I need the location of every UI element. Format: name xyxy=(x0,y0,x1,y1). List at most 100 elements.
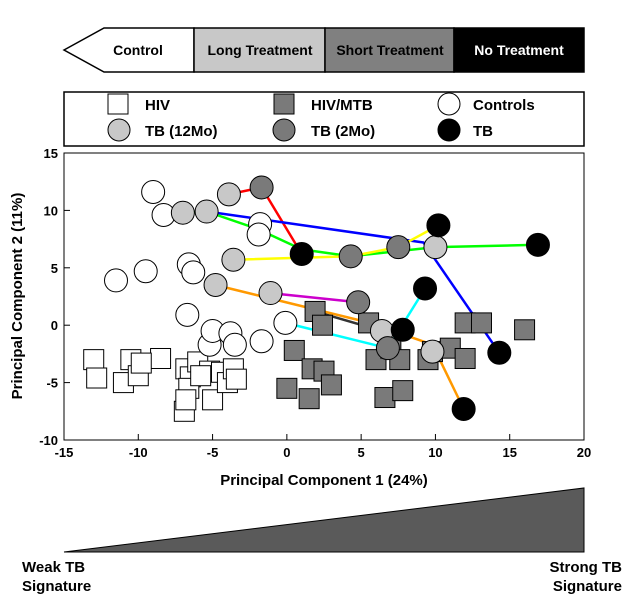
arrow-label-control: Control xyxy=(113,42,163,58)
point-controls xyxy=(133,259,158,284)
legend-marker-tb xyxy=(437,118,461,142)
legend-label-tb: TB xyxy=(473,123,493,140)
point-tb-2mo xyxy=(346,290,371,315)
x-tick-label: 15 xyxy=(502,445,516,460)
point-tb-12mo xyxy=(420,339,445,364)
y-axis-ticks: -10 -5 0 5 10 15 xyxy=(39,146,70,448)
legend-label-tb2: TB (2Mo) xyxy=(311,123,375,140)
legend-item-tb12: TB (12Mo) xyxy=(107,118,218,142)
point-controls xyxy=(104,268,128,293)
x-tick-label: -5 xyxy=(207,445,219,460)
point-tb xyxy=(487,340,512,365)
y-tick-label: 5 xyxy=(51,261,58,276)
point-tb-12mo xyxy=(221,247,246,272)
legend-item-tb2: TB (2Mo) xyxy=(272,118,375,142)
legend-label-hiv-mtb: HIV/MTB xyxy=(311,97,373,114)
point-controls xyxy=(246,222,271,247)
point-tb xyxy=(413,276,438,301)
legend-marker-tb12 xyxy=(107,118,131,142)
x-tick-label: 20 xyxy=(577,445,591,460)
legend-item-hiv: HIV xyxy=(107,93,170,115)
point-controls xyxy=(175,302,200,327)
y-axis-label: Principal Component 2 (11%) xyxy=(9,193,26,400)
y-tick-label: 0 xyxy=(51,318,58,333)
legend-frame xyxy=(63,91,585,147)
point-tb-2mo xyxy=(338,244,363,269)
legend-label-hiv: HIV xyxy=(145,97,170,114)
treatment-arrow-bar: Control Long Treatment Short Treatment N… xyxy=(62,27,585,73)
point-controls xyxy=(222,332,247,357)
point-hiv-mtb xyxy=(392,380,414,402)
point-tb-12mo xyxy=(423,235,448,260)
weak-signature-label-2: Signature xyxy=(22,578,91,595)
point-hiv-mtb xyxy=(514,319,536,341)
point-hiv xyxy=(190,365,212,387)
x-tick-label: 5 xyxy=(358,445,365,460)
legend-item-controls: Controls xyxy=(437,92,535,116)
legend-marker-hiv xyxy=(107,93,129,115)
weak-signature-label-1: Weak TB xyxy=(22,559,85,576)
point-tb-12mo xyxy=(203,273,228,298)
point-tb xyxy=(390,317,415,342)
point-hiv-mtb xyxy=(298,388,320,410)
y-tick-label: -10 xyxy=(39,433,58,448)
tb-signature-scale: Weak TB Signature Strong TB Signature xyxy=(22,487,623,595)
arrow-label-long: Long Treatment xyxy=(207,42,312,58)
point-tb xyxy=(426,213,451,238)
legend-label-controls: Controls xyxy=(473,97,535,114)
strong-signature-label-2: Signature xyxy=(553,578,622,595)
legend-marker-tb2 xyxy=(272,118,296,142)
x-axis-ticks: -15 -10 -5 0 5 10 15 20 xyxy=(55,434,591,460)
arrow-segment-short xyxy=(324,27,455,73)
signature-wedge xyxy=(63,487,585,553)
point-hiv xyxy=(202,389,224,411)
x-axis-label: Principal Component 1 (24%) xyxy=(220,472,428,489)
point-hiv xyxy=(83,349,105,371)
legend-item-tb: TB xyxy=(437,118,493,142)
point-hiv-mtb xyxy=(454,347,476,369)
arrow-segment-none xyxy=(453,27,585,73)
y-tick-label: 10 xyxy=(44,203,58,218)
legend-label-tb12: TB (12Mo) xyxy=(145,123,218,140)
x-tick-label: 10 xyxy=(428,445,442,460)
point-hiv-mtb xyxy=(312,314,334,336)
point-hiv xyxy=(150,347,172,369)
point-hiv-mtb xyxy=(374,387,396,409)
x-tick-label: -10 xyxy=(129,445,148,460)
point-hiv xyxy=(225,368,247,390)
point-hiv xyxy=(175,389,197,411)
point-controls xyxy=(141,180,166,205)
y-tick-label: 15 xyxy=(44,146,58,161)
point-tb xyxy=(525,232,550,257)
point-hiv-mtb xyxy=(283,339,305,361)
strong-signature-label-1: Strong TB xyxy=(550,559,623,576)
point-tb-12mo xyxy=(194,199,219,224)
point-tb xyxy=(289,242,314,267)
point-hiv-mtb xyxy=(320,374,342,396)
point-hiv xyxy=(130,352,152,374)
plot-frame xyxy=(63,152,585,441)
point-tb-2mo xyxy=(386,235,411,260)
point-tb-12mo xyxy=(170,200,195,225)
point-tb-12mo xyxy=(258,281,283,306)
y-tick-label: -5 xyxy=(46,376,58,391)
point-tb-2mo xyxy=(249,175,274,200)
point-controls xyxy=(181,260,206,285)
legend-item-hiv-mtb: HIV/MTB xyxy=(273,93,373,115)
point-tb xyxy=(451,397,476,422)
point-hiv xyxy=(86,367,108,389)
legend-marker-controls xyxy=(437,92,461,116)
trajectory-line-5 xyxy=(270,291,359,304)
legend-marker-hiv-mtb xyxy=(273,93,295,115)
point-hiv-mtb xyxy=(276,377,298,399)
arrow-label-none: No Treatment xyxy=(474,42,564,58)
data-markers xyxy=(83,175,550,422)
x-tick-label: -15 xyxy=(55,445,74,460)
point-controls xyxy=(273,310,298,335)
point-tb-2mo xyxy=(375,336,400,361)
point-hiv-mtb xyxy=(470,312,492,334)
point-controls xyxy=(249,329,274,354)
point-tb-12mo xyxy=(216,182,241,207)
